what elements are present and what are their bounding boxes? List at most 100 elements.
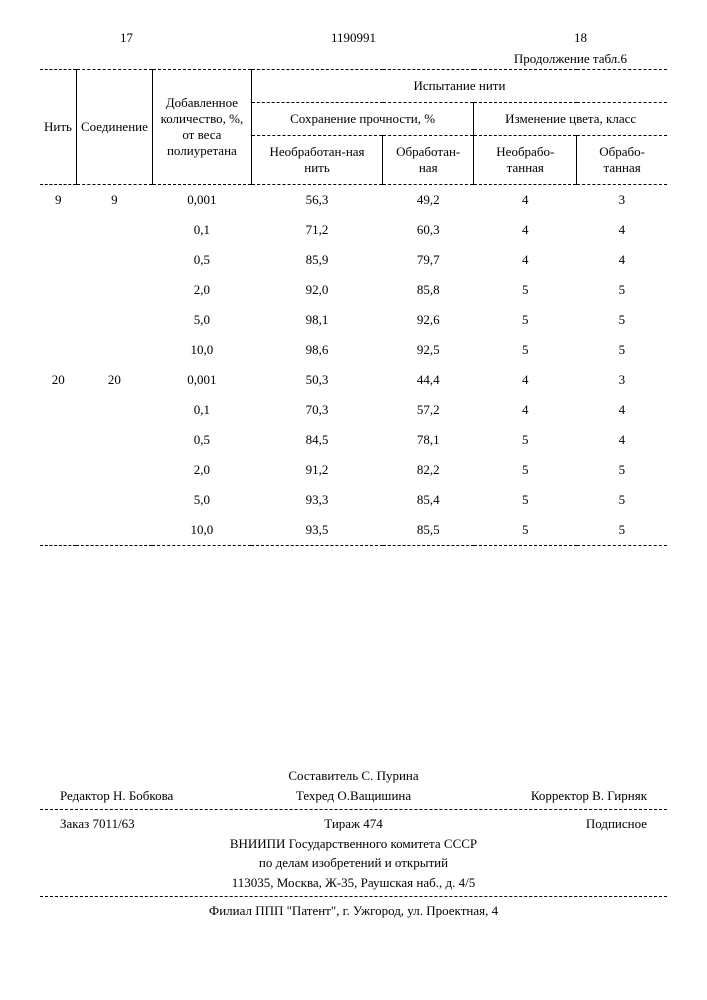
cell-c_tr: 4	[577, 395, 667, 425]
cell-s_un: 93,5	[251, 515, 382, 546]
cell-nit	[40, 245, 76, 275]
cell-added: 0,1	[152, 215, 251, 245]
cell-s_un: 98,6	[251, 335, 382, 365]
page-right-num: 18	[431, 30, 667, 46]
cell-s_un: 91,2	[251, 455, 382, 485]
page-center-num: 1190991	[276, 30, 432, 46]
cell-nit	[40, 395, 76, 425]
table-row: 20200,00150,344,443	[40, 365, 667, 395]
cell-c_tr: 3	[577, 185, 667, 216]
cell-c_un: 4	[474, 365, 577, 395]
table-continuation-label: Продолжение табл.6	[40, 51, 667, 67]
cell-c_un: 5	[474, 275, 577, 305]
cell-s_un: 70,3	[251, 395, 382, 425]
cell-added: 0,001	[152, 365, 251, 395]
cell-s_un: 50,3	[251, 365, 382, 395]
table-row: 0,171,260,344	[40, 215, 667, 245]
cell-s_un: 92,0	[251, 275, 382, 305]
cell-c_tr: 5	[577, 515, 667, 546]
org1: ВНИИПИ Государственного комитета СССР	[40, 834, 667, 854]
cell-s_tr: 79,7	[383, 245, 474, 275]
cell-compound: 20	[76, 365, 152, 395]
table-row: 0,584,578,154	[40, 425, 667, 455]
cell-nit	[40, 455, 76, 485]
cell-nit	[40, 305, 76, 335]
col-treated: Обработан-ная	[383, 136, 474, 185]
table-row: 0,585,979,744	[40, 245, 667, 275]
cell-c_tr: 5	[577, 305, 667, 335]
cell-s_un: 85,9	[251, 245, 382, 275]
cell-compound	[76, 455, 152, 485]
cell-s_un: 98,1	[251, 305, 382, 335]
table-row: 2,092,085,855	[40, 275, 667, 305]
cell-added: 0,1	[152, 395, 251, 425]
cell-added: 0,5	[152, 245, 251, 275]
col-untreated-short: Необрабо-танная	[474, 136, 577, 185]
cell-compound	[76, 335, 152, 365]
cell-c_tr: 5	[577, 335, 667, 365]
cell-c_un: 4	[474, 215, 577, 245]
subscribed: Подписное	[451, 814, 647, 834]
cell-nit	[40, 215, 76, 245]
cell-compound	[76, 485, 152, 515]
col-treated-short: Обрабо-танная	[577, 136, 667, 185]
cell-s_tr: 78,1	[383, 425, 474, 455]
table-row: 2,091,282,255	[40, 455, 667, 485]
cell-c_tr: 4	[577, 245, 667, 275]
cell-s_tr: 49,2	[383, 185, 474, 216]
cell-s_un: 84,5	[251, 425, 382, 455]
col-color-group: Изменение цвета, класс	[474, 103, 667, 136]
cell-compound	[76, 515, 152, 546]
col-compound: Соединение	[76, 70, 152, 185]
cell-c_tr: 3	[577, 365, 667, 395]
cell-s_tr: 92,5	[383, 335, 474, 365]
cell-nit	[40, 425, 76, 455]
address1: 113035, Москва, Ж-35, Раушская наб., д. …	[40, 873, 667, 893]
cell-s_tr: 92,6	[383, 305, 474, 335]
cell-nit	[40, 515, 76, 546]
cell-s_tr: 85,4	[383, 485, 474, 515]
cell-added: 2,0	[152, 275, 251, 305]
table-row: 0,170,357,244	[40, 395, 667, 425]
tirage: Тираж 474	[256, 814, 452, 834]
org2: по делам изобретений и открытий	[40, 853, 667, 873]
cell-added: 10,0	[152, 335, 251, 365]
footer-block: Составитель С. Пурина Редактор Н. Бобков…	[40, 766, 667, 921]
cell-c_un: 5	[474, 425, 577, 455]
cell-added: 5,0	[152, 485, 251, 515]
cell-s_tr: 85,5	[383, 515, 474, 546]
cell-c_un: 5	[474, 305, 577, 335]
techred: Техред О.Ващишина	[256, 786, 452, 806]
col-nit: Нить	[40, 70, 76, 185]
cell-s_un: 56,3	[251, 185, 382, 216]
cell-nit	[40, 335, 76, 365]
cell-nit: 20	[40, 365, 76, 395]
cell-c_tr: 5	[577, 485, 667, 515]
table-row: 5,093,385,455	[40, 485, 667, 515]
cell-s_tr: 44,4	[383, 365, 474, 395]
cell-compound	[76, 275, 152, 305]
cell-compound: 9	[76, 185, 152, 216]
table-row: 990,00156,349,243	[40, 185, 667, 216]
cell-c_un: 4	[474, 185, 577, 216]
cell-s_tr: 85,8	[383, 275, 474, 305]
editor: Редактор Н. Бобкова	[60, 786, 256, 806]
cell-c_tr: 4	[577, 425, 667, 455]
table-row: 10,098,692,555	[40, 335, 667, 365]
data-table: Нить Соединение Добавленное количество, …	[40, 69, 667, 546]
composer-line: Составитель С. Пурина	[40, 766, 667, 786]
cell-c_un: 5	[474, 515, 577, 546]
cell-compound	[76, 395, 152, 425]
cell-added: 5,0	[152, 305, 251, 335]
cell-c_tr: 4	[577, 215, 667, 245]
cell-c_un: 4	[474, 245, 577, 275]
cell-s_tr: 60,3	[383, 215, 474, 245]
table-row: 5,098,192,655	[40, 305, 667, 335]
cell-c_un: 5	[474, 485, 577, 515]
col-test-group: Испытание нити	[251, 70, 667, 103]
cell-nit	[40, 485, 76, 515]
cell-c_un: 4	[474, 395, 577, 425]
col-added: Добавленное количество, %, от веса полиу…	[152, 70, 251, 185]
branch: Филиал ППП "Патент", г. Ужгород, ул. Про…	[40, 901, 667, 921]
col-strength-group: Сохранение прочности, %	[251, 103, 473, 136]
